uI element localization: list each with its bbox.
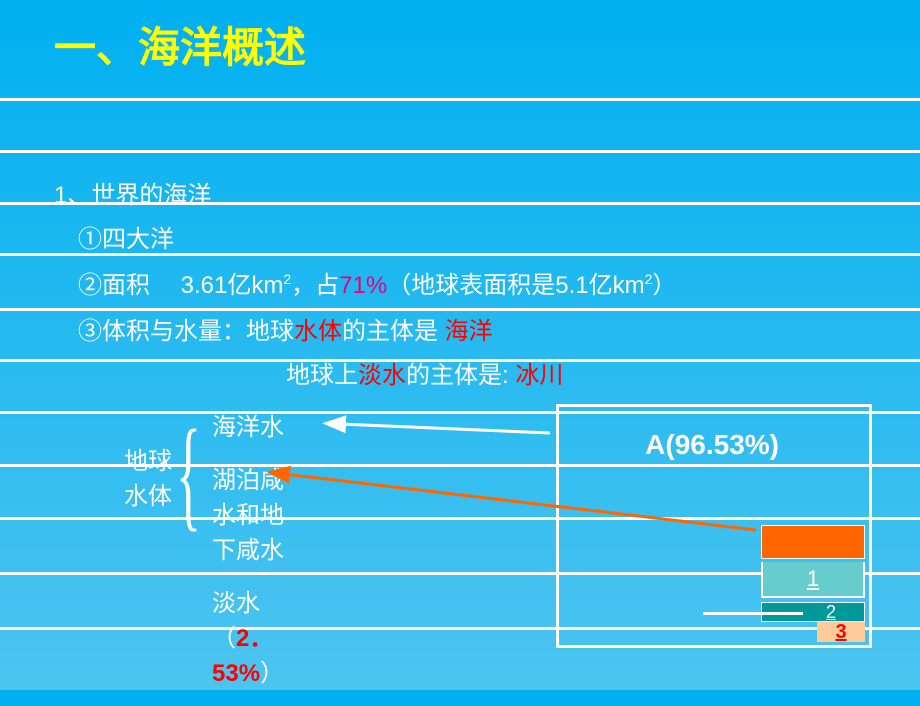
sup-2: 2 xyxy=(283,271,291,287)
bar-orange xyxy=(761,525,865,559)
text-area-mid: ，占 xyxy=(291,272,339,299)
bar-3: 3 xyxy=(817,622,865,642)
tree-label-2: 水体 xyxy=(124,476,174,511)
point-3: ③体积与水量：地球水体的主体是 海洋 xyxy=(54,314,676,350)
tree-item-3: 淡水（2．53%） xyxy=(212,583,284,688)
text-area-end: ） xyxy=(652,272,676,299)
point-3b: 地球上淡水的主体是: 冰川 xyxy=(54,358,676,394)
tree-item-2: 湖泊咸水和地下咸水 xyxy=(212,460,284,565)
tree-items: 海洋水 湖泊咸水和地下咸水 淡水（2．53%） xyxy=(212,407,284,706)
fresh-text-end: ） xyxy=(260,660,284,687)
tree-item-1: 海洋水 xyxy=(212,407,284,442)
point-1: ①四大洋 xyxy=(54,222,676,258)
vol-mid: 的主体是 xyxy=(342,318,445,345)
vol-pre: ③体积与水量：地球 xyxy=(78,318,294,345)
bar-1: 1 xyxy=(761,562,865,598)
point-2: ②面积 3.61亿km2，占71%（地球表面积是5.1亿km2） xyxy=(54,268,676,304)
fresh-pre: 地球上 xyxy=(286,362,358,389)
heading-1: 1、世界的海洋 xyxy=(54,178,676,214)
chart-a-label: A(96.53%) xyxy=(645,429,779,461)
content-body: 1、世界的海洋 ①四大洋 ②面积 3.61亿km2，占71%（地球表面积是5.1… xyxy=(54,178,676,394)
brace-icon: { xyxy=(176,403,201,546)
water-chart: A(96.53%) 1 2 3 xyxy=(556,404,872,648)
fresh-mid: 的主体是: xyxy=(406,362,515,389)
tree-label: 地球 水体 xyxy=(124,441,174,511)
water-body: 水体 xyxy=(294,318,342,345)
text-area-pre: ②面积 3.61亿km xyxy=(78,272,283,299)
freshwater-word: 淡水 xyxy=(358,362,406,389)
glacier-word: 冰川 xyxy=(515,362,563,389)
ocean-word: 海洋 xyxy=(445,318,493,345)
white-divider xyxy=(703,612,803,615)
slide-title: 一、海洋概述 xyxy=(54,14,306,75)
text-area-post: （地球表面积是5.1亿km xyxy=(387,272,644,299)
tree-label-1: 地球 xyxy=(124,441,174,476)
percent-71: 71% xyxy=(339,272,387,299)
